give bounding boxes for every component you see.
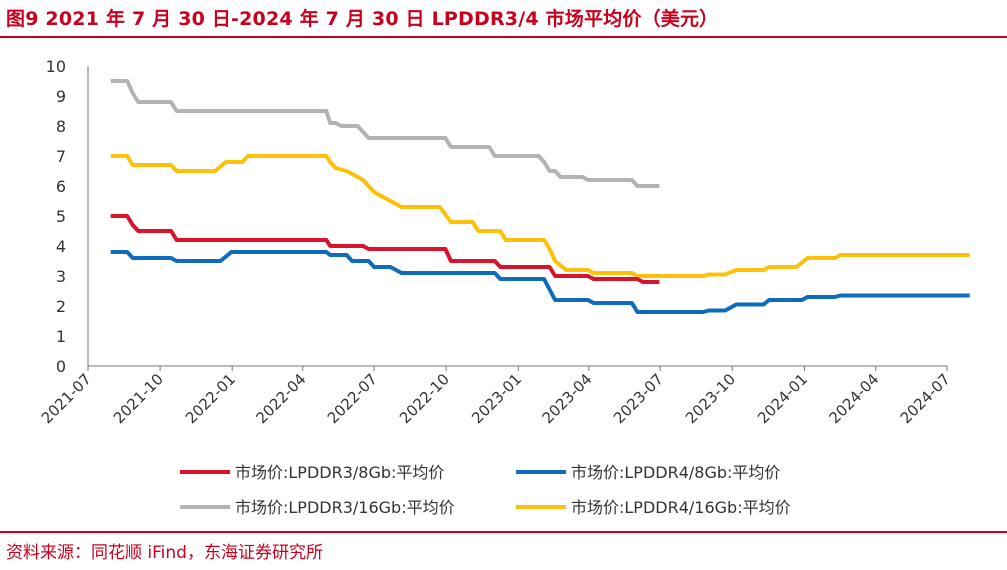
x-tick-label: 2023-04 — [539, 370, 596, 427]
legend-label: 市场价:LPDDR4/8Gb:平均价 — [571, 463, 780, 482]
x-tick-label: 2024-07 — [897, 370, 954, 427]
legend-label: 市场价:LPDDR3/16Gb:平均价 — [235, 498, 455, 517]
series-line — [110, 250, 970, 314]
legend-label: 市场价:LPDDR4/16Gb:平均价 — [571, 498, 791, 517]
x-tick-label: 2023-07 — [610, 370, 667, 427]
y-tick-label: 3 — [56, 267, 66, 286]
y-tick-label: 10 — [46, 57, 66, 76]
x-tick-label: 2022-07 — [324, 370, 381, 427]
y-tick-label: 0 — [56, 357, 66, 376]
x-tick-label: 2022-01 — [182, 370, 239, 427]
x-tick-label: 2023-01 — [468, 370, 525, 427]
series-line — [110, 79, 660, 188]
y-axis: 0 1 2 3 4 5 6 7 8 9 10 — [46, 57, 89, 376]
x-axis: 2021-07 2021-10 2022-01 2022-04 2022-07 2022-… — [38, 365, 954, 427]
x-tick-label: 2024-04 — [825, 370, 882, 427]
legend-label: 市场价:LPDDR3/8Gb:平均价 — [235, 463, 444, 482]
chart-title: 图9 2021 年 7 月 30 日-2024 年 7 月 30 日 LPDDR… — [6, 8, 719, 30]
x-tick-label: 2022-10 — [396, 370, 453, 427]
series-line — [110, 154, 970, 278]
footer-divider — [0, 531, 1007, 533]
y-tick-label: 4 — [56, 237, 66, 256]
y-tick-label: 5 — [56, 207, 66, 226]
y-tick-label: 1 — [56, 327, 66, 346]
header-divider — [0, 36, 1007, 38]
y-tick-label: 7 — [56, 147, 66, 166]
x-tick-label: 2023-10 — [682, 370, 739, 427]
x-tick-label: 2024-01 — [754, 370, 811, 427]
y-tick-label: 9 — [56, 87, 66, 106]
plot-area — [110, 79, 970, 314]
legend: 市场价:LPDDR3/8Gb:平均价 市场价:LPDDR4/8Gb:平均价市场价:… — [180, 463, 791, 517]
series-line — [110, 214, 660, 284]
y-tick-label: 8 — [56, 117, 66, 136]
x-tick-label: 2021-10 — [110, 370, 167, 427]
x-tick-label: 2021-07 — [38, 370, 95, 427]
source-note: 资料来源：同花顺 iFind，东海证券研究所 — [6, 543, 323, 563]
y-tick-label: 6 — [56, 177, 66, 196]
x-tick-label: 2022-04 — [253, 370, 310, 427]
y-tick-label: 2 — [56, 297, 66, 316]
